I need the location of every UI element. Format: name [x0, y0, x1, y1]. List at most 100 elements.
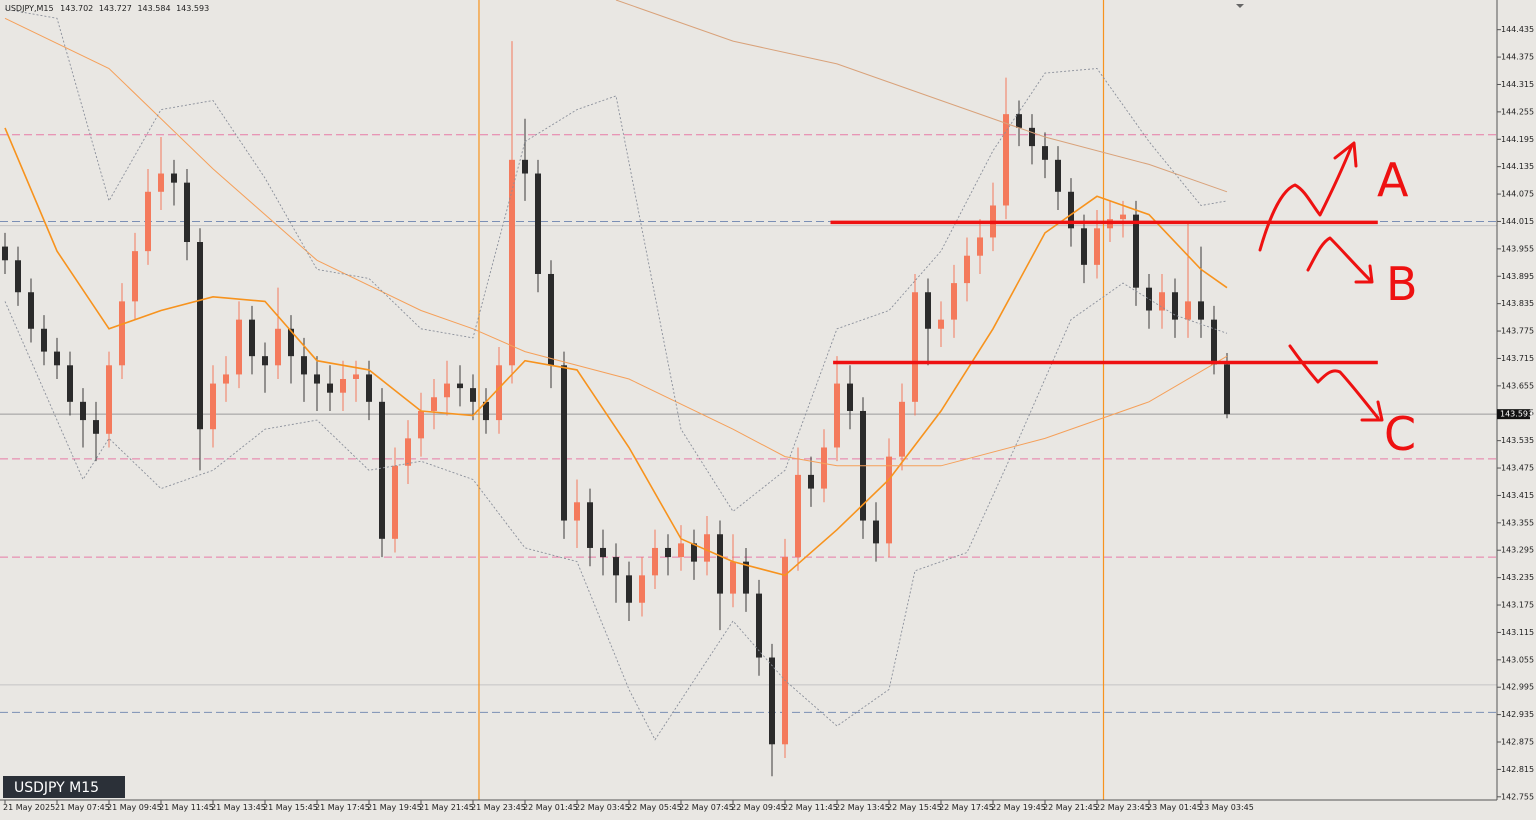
candle-body	[41, 328, 47, 352]
indicator-line	[4, 127, 1228, 577]
annotation-c: C	[1384, 407, 1416, 461]
candle-body	[314, 374, 320, 384]
y-tick-label: 143.235	[1501, 573, 1534, 582]
candle-body	[1094, 228, 1100, 265]
candle-body	[587, 502, 593, 548]
y-tick-label: 142.755	[1501, 792, 1534, 801]
candle-body	[756, 593, 762, 658]
candle-body	[1029, 127, 1035, 147]
candle-body	[1081, 228, 1087, 265]
candle-body	[1224, 364, 1230, 415]
candles	[2, 41, 1230, 777]
candle-body	[158, 173, 164, 192]
annotation-a: A	[1377, 153, 1409, 207]
x-tick-label: 21 May 11:45	[159, 803, 214, 812]
indicator-line	[4, 282, 1228, 741]
candle-body	[366, 374, 372, 402]
candle-body	[821, 447, 827, 489]
candle-body	[925, 292, 931, 329]
candle-body	[1211, 319, 1217, 365]
indicator-line	[615, 0, 1228, 193]
y-tick-label: 143.835	[1501, 299, 1534, 308]
x-tick-label: 22 May 01:45	[523, 803, 578, 812]
y-tick-label: 144.315	[1501, 80, 1534, 89]
candle-body	[418, 410, 424, 439]
candle-body	[236, 319, 242, 375]
y-tick-label: 143.535	[1501, 436, 1534, 445]
candle-body	[54, 351, 60, 366]
candle-body	[119, 301, 125, 366]
x-tick-label: 22 May 21:45	[1043, 803, 1098, 812]
candle-body	[93, 420, 99, 434]
y-tick-label: 143.775	[1501, 327, 1534, 336]
candle-body	[535, 173, 541, 274]
candle-body	[717, 534, 723, 594]
candle-body	[561, 365, 567, 521]
candle-body	[288, 328, 294, 357]
candle-body	[522, 159, 528, 174]
x-tick-label: 23 May 01:45	[1147, 803, 1202, 812]
x-tick-label: 21 May 2025	[3, 803, 55, 812]
y-tick-label: 144.135	[1501, 162, 1534, 171]
candle-body	[249, 319, 255, 357]
candle-body	[743, 561, 749, 594]
candle-body	[769, 657, 775, 745]
candle-body	[1120, 214, 1126, 220]
candle-body	[795, 474, 801, 558]
candle-body	[600, 547, 606, 558]
candle-body	[912, 292, 918, 402]
x-tick-label: 21 May 23:45	[471, 803, 526, 812]
candle-body	[678, 543, 684, 558]
candle-body	[1068, 191, 1074, 229]
candle-body	[639, 575, 645, 603]
candle-body	[626, 575, 632, 603]
x-tick-label: 21 May 15:45	[263, 803, 318, 812]
x-tick-label: 22 May 09:45	[731, 803, 786, 812]
header: USDJPY,M15 143.702 143.727 143.584 143.5…	[5, 4, 209, 13]
candle-body	[327, 383, 333, 393]
candle-body	[1159, 292, 1165, 311]
x-tick-label: 21 May 19:45	[367, 803, 422, 812]
x-tick-label: 21 May 17:45	[315, 803, 370, 812]
x-tick-label: 21 May 07:45	[55, 803, 110, 812]
y-tick-label: 143.655	[1501, 381, 1534, 390]
y-tick-label: 143.715	[1501, 354, 1534, 363]
y-tick-label: 143.955	[1501, 244, 1534, 253]
y-tick-label: 143.895	[1501, 272, 1534, 281]
candle-body	[262, 356, 268, 366]
candle-body	[223, 374, 229, 384]
candle-body	[1003, 114, 1009, 206]
candle-body	[704, 534, 710, 562]
candle-body	[496, 365, 502, 421]
y-tick-label: 142.875	[1501, 738, 1534, 747]
candle-body	[353, 374, 359, 379]
candle-body	[1042, 146, 1048, 160]
arrow-a-head	[1333, 141, 1358, 168]
open: 143.702	[60, 4, 93, 13]
candle-body	[340, 378, 346, 393]
candle-body	[977, 237, 983, 256]
shift-marker	[1236, 4, 1244, 8]
candle-body	[808, 474, 814, 489]
arrow-c-head	[1360, 400, 1384, 422]
candle-body	[938, 319, 944, 329]
y-tick-label: 144.375	[1501, 53, 1534, 62]
y-tick-label: 143.115	[1501, 628, 1534, 637]
x-tick-label: 21 May 21:45	[419, 803, 474, 812]
candle-body	[613, 557, 619, 576]
candle-body	[106, 365, 112, 434]
candle-body	[691, 543, 697, 562]
candle-body	[457, 383, 463, 389]
candle-body	[951, 283, 957, 320]
candle-body	[80, 401, 86, 421]
watermark: USDJPY M15	[14, 780, 99, 796]
x-tick-label: 22 May 23:45	[1095, 803, 1150, 812]
indicator-line	[4, 8, 1228, 513]
candle-body	[847, 383, 853, 411]
price-tag-box	[1497, 409, 1530, 420]
x-tick-label: 22 May 03:45	[575, 803, 630, 812]
candle-body	[28, 292, 34, 329]
